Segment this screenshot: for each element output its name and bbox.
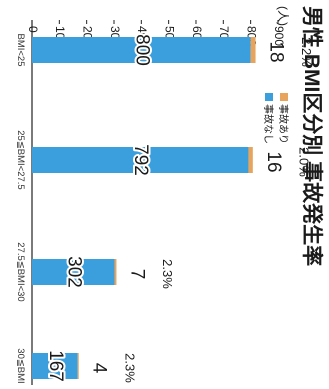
bar-no-accident-bmi-30-plus	[32, 353, 78, 379]
value-label-no-accident-bmi-27-5-30: 302	[63, 256, 84, 288]
bars	[32, 37, 256, 379]
value-label-accident-bmi-under-25: 18	[266, 41, 287, 62]
category-label-bmi-30-plus: 30≦BMI	[15, 348, 26, 383]
value-label-no-accident-bmi-25-27-5: 792	[130, 144, 151, 176]
accident-rate-label-bmi-25-27-5: 2.0%	[296, 147, 311, 177]
y-axis-unit: (人)	[276, 6, 290, 26]
bar-accident-bmi-27-5-30	[114, 259, 117, 285]
bar-accident-bmi-under-25	[250, 37, 256, 63]
y-tick-label-0: 0	[26, 26, 40, 33]
category-label-bmi-under-25: BMI<25	[15, 33, 26, 66]
category-label-bmi-27-5-30: 27.5≦BMI<30	[15, 242, 26, 301]
category-labels: BMI<25 25≦BMI<27.5 27.5≦BMI<30 30≦BMI	[15, 33, 26, 383]
legend-label-accident: 事故あり	[277, 104, 290, 144]
bar-accident-bmi-30-plus	[77, 353, 79, 379]
value-label-no-accident-bmi-30-plus: 167	[45, 350, 66, 382]
bar-no-accident-bmi-25-27-5	[32, 147, 249, 173]
bar-accident-bmi-25-27-5	[248, 147, 253, 173]
value-label-no-accident-bmi-under-25: 800	[131, 34, 152, 66]
value-label-accident-bmi-30-plus: 4	[89, 363, 110, 374]
bar-labels: 800 2.2% 18 792 2.0% 16 302 2.3% 7 167 2.3% 4	[43, 32, 314, 384]
legend-label-no-accident: 事故なし	[262, 104, 275, 144]
legend-swatch-no-accident	[265, 93, 273, 101]
value-label-accident-bmi-25-27-5: 16	[263, 151, 284, 172]
legend: 事故なし 事故あり	[262, 93, 290, 144]
legend-swatch-accident	[280, 93, 288, 101]
bar-no-accident-bmi-27-5-30	[32, 259, 115, 285]
accident-rate-label-bmi-30-plus: 2.3%	[122, 353, 137, 383]
accident-rate-label-bmi-under-25: 2.2%	[299, 37, 314, 67]
value-label-accident-bmi-27-5-30: 7	[126, 269, 147, 280]
bar-no-accident-bmi-under-25	[32, 37, 251, 63]
category-label-bmi-25-27-5: 25≦BMI<27.5	[15, 130, 26, 189]
y-tick-label-900: 900	[272, 26, 286, 46]
chart-title: 男性 BMI区分別 事故発生率	[300, 6, 324, 266]
accident-rate-label-bmi-27-5-30: 2.3%	[160, 259, 175, 289]
